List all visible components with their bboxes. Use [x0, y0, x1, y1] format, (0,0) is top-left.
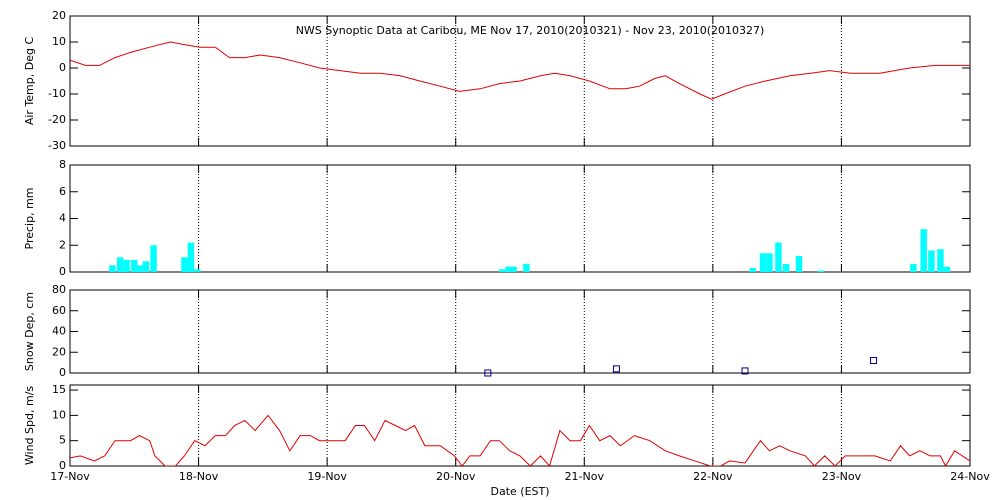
- x-tick-label: 23-Nov: [822, 470, 862, 483]
- y-tick-label: 40: [52, 325, 66, 338]
- line: [70, 414, 970, 466]
- bar: [510, 266, 517, 272]
- point: [612, 365, 620, 373]
- y-tick-label: 0: [59, 459, 66, 472]
- bar: [194, 269, 201, 272]
- x-tick-label: 19-Nov: [307, 470, 347, 483]
- bar: [759, 253, 767, 272]
- bar: [523, 263, 530, 272]
- bar: [766, 253, 773, 272]
- plot-frame: [69, 164, 971, 273]
- x-tick-label: 20-Nov: [436, 470, 476, 483]
- bar: [795, 255, 803, 272]
- x-axis-label: Date (EST): [490, 485, 549, 498]
- y-tick-label: 80: [52, 283, 66, 296]
- y-tick-label: 5: [59, 434, 66, 447]
- bar: [943, 266, 951, 272]
- bar: [817, 270, 825, 272]
- bar: [109, 265, 116, 272]
- chart-title: NWS Synoptic Data at Caribou, ME Nov 17,…: [296, 24, 765, 37]
- y-tick-label: 10: [52, 408, 66, 421]
- y-tick-label: 0: [59, 265, 66, 278]
- y-axis-label: Air Temp, Deg C: [23, 37, 36, 126]
- bar: [928, 250, 935, 272]
- y-axis-label: Snow Dep, cm: [23, 292, 36, 371]
- plot-frame: [69, 289, 971, 374]
- y-tick-label: 20: [52, 345, 66, 358]
- bar: [775, 242, 782, 272]
- bar: [123, 259, 130, 272]
- point: [870, 357, 878, 365]
- y-tick-label: -20: [48, 113, 66, 126]
- plot-frame: [69, 15, 971, 147]
- point: [484, 369, 492, 377]
- bar: [187, 242, 195, 272]
- bar: [136, 265, 143, 272]
- x-tick-label: 21-Nov: [565, 470, 605, 483]
- x-tick-label: 18-Nov: [179, 470, 219, 483]
- bar: [910, 263, 917, 272]
- bar: [782, 263, 790, 272]
- bar: [142, 261, 150, 272]
- bar: [937, 249, 944, 272]
- bar: [181, 257, 188, 272]
- x-tick-label: 24-Nov: [950, 470, 990, 483]
- y-tick-label: 0: [59, 61, 66, 74]
- y-tick-label: 0: [59, 366, 66, 379]
- y-tick-label: 2: [59, 238, 66, 251]
- y-tick-label: 60: [52, 304, 66, 317]
- y-axis-label: Wind Spd, m/s: [23, 386, 36, 466]
- x-tick-label: 22-Nov: [693, 470, 733, 483]
- line: [70, 41, 970, 100]
- y-tick-label: 6: [59, 185, 66, 198]
- y-tick-label: 4: [59, 212, 66, 225]
- point: [741, 367, 749, 375]
- y-tick-label: -30: [48, 139, 66, 152]
- bar: [131, 259, 138, 272]
- bar: [920, 229, 927, 272]
- y-tick-label: -10: [48, 87, 66, 100]
- bar: [498, 269, 506, 272]
- x-tick-label: 17-Nov: [50, 470, 90, 483]
- bar: [505, 266, 512, 272]
- plot-frame: [69, 384, 971, 467]
- y-tick-label: 15: [52, 383, 66, 396]
- y-tick-label: 8: [59, 158, 66, 171]
- bar: [116, 257, 124, 272]
- y-tick-label: 10: [52, 35, 66, 48]
- y-axis-label: Precip, mm: [23, 188, 36, 250]
- bar: [150, 245, 157, 272]
- bar: [749, 267, 756, 272]
- y-tick-label: 20: [52, 9, 66, 22]
